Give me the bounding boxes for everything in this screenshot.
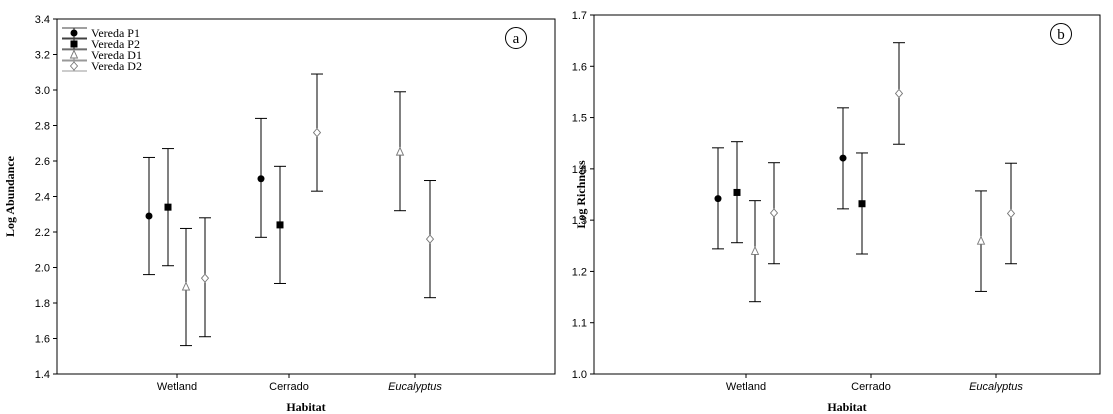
x-axis-title: Habitat [286, 400, 325, 414]
x-tick-label: Eucalyptus [388, 381, 442, 393]
marker-vereda-d2 [1008, 209, 1015, 217]
panel-a: 1.4 1.6 1.8 2.0 2.2 2.4 2.6 2.8 3.0 3.2 3.4 Wetland… [3, 14, 555, 414]
plot-frame [594, 15, 1100, 374]
x-tick-label: Eucalyptus [969, 381, 1023, 393]
legend-entry: Vereda D2 [91, 59, 142, 73]
y-tick-label: 2.8 [35, 121, 50, 133]
marker-vereda-d2 [71, 62, 78, 70]
y-tick-label: 1.6 [35, 334, 50, 346]
y-tick-label: 1.8 [35, 298, 50, 310]
y-tick-label: 1.6 [572, 61, 587, 73]
marker-vereda-d2 [896, 89, 903, 97]
marker-vereda-p2 [277, 221, 284, 228]
x-tick-label: Wetland [157, 381, 197, 393]
y-tick-label: 1.2 [572, 266, 587, 278]
y-tick-label: 2.6 [35, 156, 50, 168]
y-tick-label: 2.4 [35, 192, 50, 204]
marker-vereda-p1 [840, 155, 847, 162]
panel-label: a [513, 31, 520, 47]
x-axis-title: Habitat [827, 400, 866, 414]
marker-vereda-d1 [397, 148, 404, 156]
x-tick-label: Cerrado [269, 381, 309, 393]
panel-label: b [1057, 27, 1065, 43]
marker-vereda-d2 [202, 274, 209, 282]
y-tick-label: 1.0 [572, 369, 587, 381]
y-tick-label: 2.2 [35, 227, 50, 239]
marker-vereda-d2 [314, 129, 321, 137]
marker-vereda-p2 [734, 189, 741, 196]
marker-vereda-d1 [71, 51, 78, 59]
marker-vereda-p1 [146, 213, 153, 220]
y-tick-label: 3.0 [35, 85, 50, 97]
marker-vereda-p1 [258, 175, 265, 182]
marker-vereda-d1 [978, 237, 985, 245]
x-tick-label: Wetland [726, 381, 766, 393]
x-tick-label: Cerrado [851, 381, 891, 393]
marker-vereda-d1 [183, 283, 190, 291]
y-axis-title: Log Richness [574, 160, 588, 229]
y-tick-label: 1.4 [35, 369, 50, 381]
y-tick-label: 3.4 [35, 14, 50, 26]
y-tick-label: 3.2 [35, 50, 50, 62]
marker-vereda-p1 [715, 195, 722, 202]
y-tick-label: 1.1 [572, 318, 587, 330]
marker-vereda-p1 [71, 30, 78, 37]
marker-vereda-p2 [859, 200, 866, 207]
marker-vereda-p2 [165, 204, 172, 211]
y-axis-title: Log Abundance [3, 155, 17, 237]
y-tick-label: 1.7 [572, 10, 587, 22]
y-tick-label: 1.5 [572, 113, 587, 125]
marker-vereda-d2 [427, 235, 434, 243]
marker-vereda-d1 [752, 247, 759, 255]
marker-vereda-p2 [71, 41, 78, 48]
y-tick-label: 2.0 [35, 263, 50, 275]
marker-vereda-d2 [771, 209, 778, 217]
